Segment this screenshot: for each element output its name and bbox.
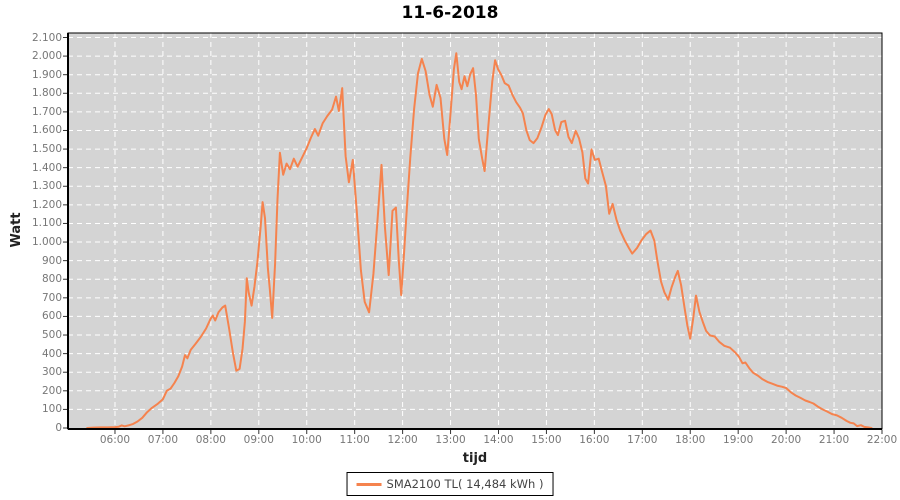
y-tick-label: 600 [41, 310, 62, 323]
y-tick-label: 1.700 [31, 105, 62, 118]
series-line-sma2100 [86, 52, 873, 429]
y-tick-label: 1.000 [31, 236, 62, 249]
y-tick-label: 800 [41, 273, 62, 286]
y-tick-label: 200 [41, 384, 62, 397]
x-tick-label: 15:00 [531, 434, 562, 446]
y-tick-label: 2.000 [31, 50, 62, 63]
y-axis-label: Watt [9, 212, 24, 248]
legend: SMA2100 TL( 14,484 kWh ) [346, 472, 554, 496]
y-tick-label: 700 [41, 291, 62, 304]
chart-title: 11-6-2018 [401, 3, 499, 23]
legend-label: SMA2100 TL( 14,484 kWh ) [386, 477, 544, 491]
y-tick-label: 1.100 [31, 217, 62, 230]
x-tick-label: 09:00 [243, 434, 274, 446]
x-tick-label: 17:00 [627, 434, 658, 446]
x-tick-label: 16:00 [579, 434, 610, 446]
x-tick-label: 20:00 [770, 434, 802, 446]
y-tick-label: 0 [55, 422, 62, 434]
x-tick-label: 14:00 [483, 434, 514, 446]
y-tick-label: 1.900 [31, 68, 62, 81]
y-tick-label: 1.200 [31, 198, 62, 211]
y-tick-label: 300 [41, 366, 62, 379]
y-tick-label: 1.500 [31, 143, 62, 156]
y-tick-label: 900 [41, 254, 62, 267]
y-tick-label: 1.400 [31, 161, 62, 174]
y-tick-label: 400 [41, 347, 62, 360]
x-tick-label: 18:00 [675, 434, 706, 446]
y-tick-label: 2.100 [31, 31, 62, 44]
x-tick-label: 06:00 [99, 434, 131, 446]
legend-line-swatch [356, 482, 382, 486]
x-tick-label: 07:00 [147, 434, 179, 446]
x-tick-label: 08:00 [195, 434, 226, 446]
plot-wrap [63, 32, 883, 434]
x-tick-label: 10:00 [291, 434, 322, 446]
y-tick-label: 1.300 [31, 180, 62, 193]
x-tick-label: 13:00 [435, 434, 466, 446]
x-tick-label: 11:00 [339, 434, 370, 446]
x-tick-label: 12:00 [387, 434, 418, 446]
x-tick-label: 21:00 [818, 434, 850, 446]
y-tick-label: 500 [41, 329, 62, 342]
plot-area [63, 32, 883, 434]
y-tick-label: 100 [41, 403, 62, 416]
y-tick-label: 1.600 [31, 124, 62, 137]
x-tick-label: 19:00 [723, 434, 754, 446]
x-axis-label: tijd [462, 451, 488, 466]
y-tick-label: 1.800 [31, 87, 62, 100]
x-tick-label: 22:00 [866, 434, 898, 446]
